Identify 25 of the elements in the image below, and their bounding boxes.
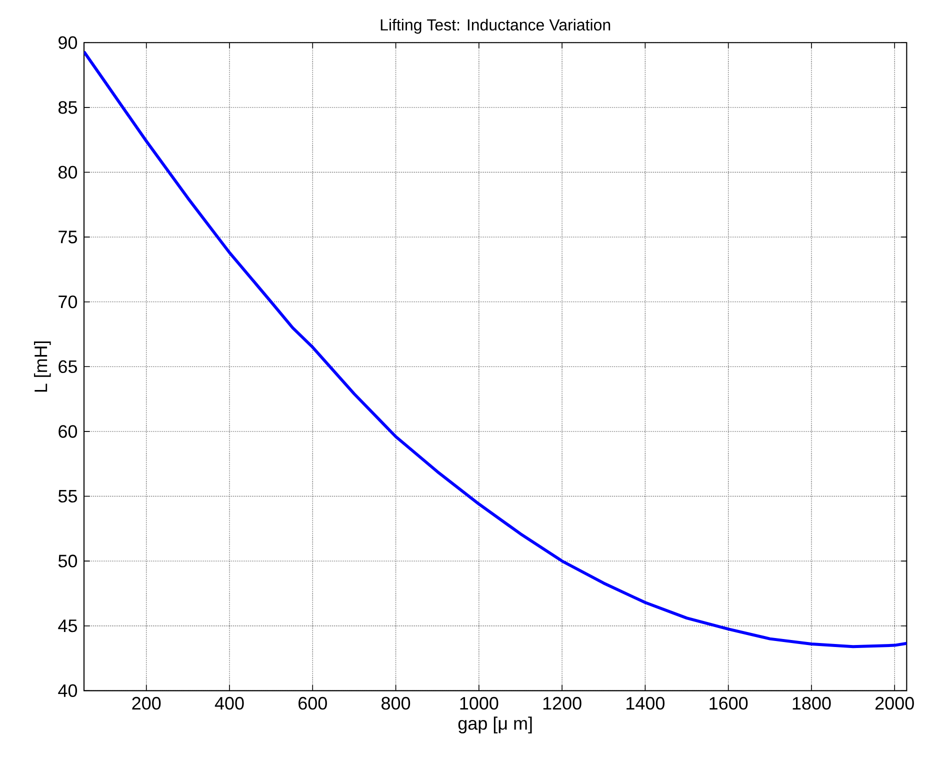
- x-tick-label: 2000: [875, 697, 914, 710]
- y-tick-label: 65: [58, 360, 77, 374]
- x-tick-label: 400: [214, 697, 244, 710]
- y-tick-label: 70: [58, 296, 78, 308]
- x-tick-label: 1600: [710, 697, 748, 710]
- x-tick-label: 800: [382, 697, 410, 710]
- y-tick-label: 40: [58, 684, 78, 698]
- y-tick-label: 55: [58, 490, 77, 503]
- y-tick-label: 90: [58, 36, 78, 50]
- line-series: [84, 50, 907, 648]
- y-tick-label: 75: [58, 230, 77, 244]
- y-tick-label: 45: [58, 620, 77, 632]
- y-tick-label: 85: [58, 101, 77, 114]
- y-tick-label: 80: [58, 166, 78, 179]
- x-tick-label: 1400: [626, 697, 665, 710]
- x-tick-label: 200: [132, 697, 161, 710]
- x-tick-label: 1000: [460, 697, 498, 710]
- x-tick-label: 600: [298, 697, 327, 710]
- y-tick-label: 50: [58, 554, 78, 568]
- chart-title: Lifting Test: Inductance Variation: [380, 18, 610, 34]
- y-tick-label: 60: [58, 425, 78, 438]
- y-axis-title: L [mH]: [34, 342, 51, 392]
- x-axis-title: gap [μ m]: [458, 716, 532, 734]
- x-tick-label: 1200: [543, 697, 582, 710]
- x-tick-label: 1800: [792, 697, 831, 710]
